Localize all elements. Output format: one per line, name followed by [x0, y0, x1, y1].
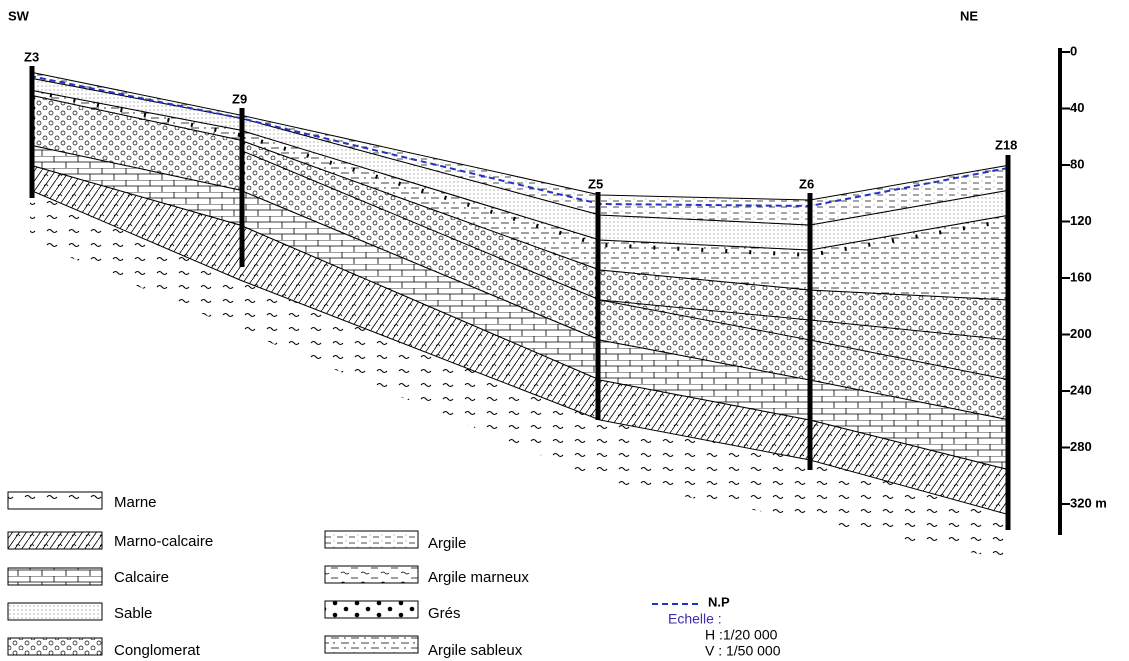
- scale-label: 0: [1070, 43, 1077, 58]
- legend-label: N.P: [708, 594, 730, 609]
- legend-swatch: [8, 603, 102, 620]
- legend-label: Argile sableux: [428, 642, 523, 659]
- scale-title: Echelle :: [668, 611, 722, 627]
- legend: Marne Marno-calcaire Calcaire Sable Cong…: [8, 492, 781, 659]
- scale-label: 280: [1070, 439, 1092, 454]
- well-label: Z18: [995, 137, 1017, 152]
- scale-label: 320 m: [1070, 495, 1107, 510]
- scale-h: H :1/20 000: [705, 627, 778, 643]
- legend-label: Marno-calcaire: [114, 533, 213, 550]
- legend-swatch: [8, 568, 102, 585]
- scale-label: 40: [1070, 100, 1084, 115]
- scale-label: 120: [1070, 213, 1092, 228]
- legend-swatch: [8, 532, 102, 549]
- legend-swatch: [325, 636, 418, 653]
- depth-scale: 0 40 80 120 160 200 240 280 320 m: [1060, 43, 1107, 535]
- legend-swatch: [8, 492, 102, 509]
- legend-label: Argile: [428, 535, 466, 552]
- sw-label: SW: [8, 8, 30, 23]
- scale-label: 80: [1070, 156, 1084, 171]
- legend-label: Marne: [114, 494, 157, 511]
- legend-swatch: [325, 601, 418, 618]
- well-label: Z5: [588, 176, 603, 191]
- legend-label: Calcaire: [114, 569, 169, 586]
- scale-label: 240: [1070, 382, 1092, 397]
- well-label: Z3: [24, 49, 39, 64]
- ne-label: NE: [960, 8, 978, 23]
- well-label: Z6: [799, 176, 814, 191]
- cross-section: SW NE Z3 Z9 Z5 Z6 Z18 0 40 80 120 160 200 240 2…: [0, 0, 1129, 661]
- legend-swatch: [325, 531, 418, 548]
- layers: [30, 72, 1010, 560]
- scale-label: 160: [1070, 269, 1092, 284]
- legend-label: Sable: [114, 605, 152, 622]
- legend-label: Grés: [428, 605, 461, 622]
- legend-swatch: [8, 638, 102, 655]
- legend-label: Conglomerat: [114, 642, 201, 659]
- scale-label: 200: [1070, 326, 1092, 341]
- legend-swatch: [325, 566, 418, 583]
- well-label: Z9: [232, 91, 247, 106]
- scale-v: V : 1/50 000: [705, 643, 781, 659]
- legend-label: Argile marneux: [428, 569, 529, 586]
